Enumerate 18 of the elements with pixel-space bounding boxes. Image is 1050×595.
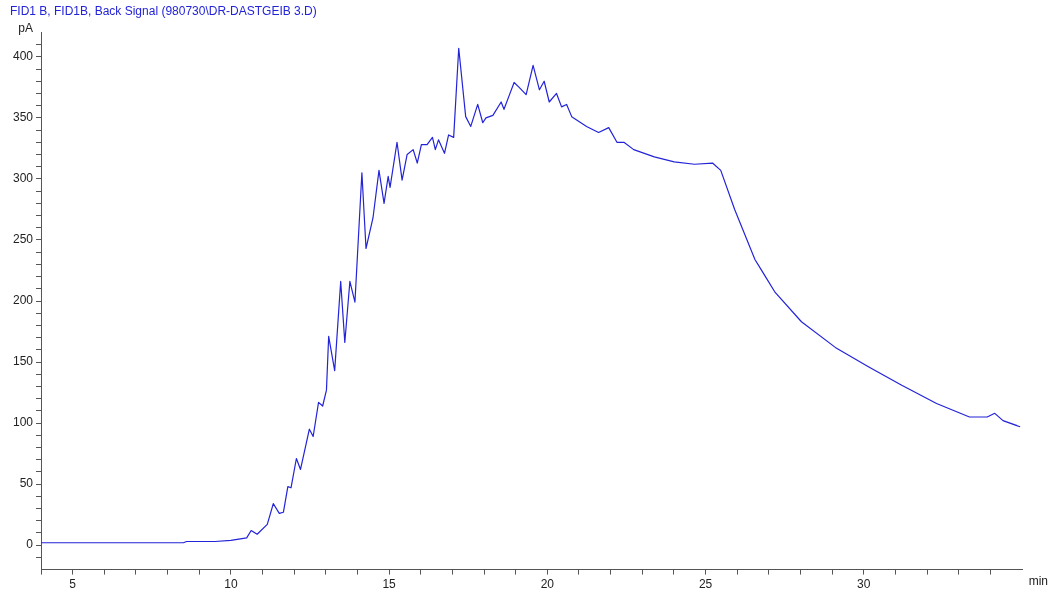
x-axis-title: min	[1028, 573, 1048, 588]
y-tick-label: 250	[12, 232, 34, 247]
y-tick-label: 100	[12, 415, 34, 430]
x-tick-label: 15	[382, 577, 397, 592]
x-tick-label: 20	[540, 577, 555, 592]
y-tick-label: 350	[12, 110, 34, 125]
y-tick-label: 50	[19, 476, 34, 491]
y-tick-label: 200	[12, 293, 34, 308]
y-tick-label: 0	[26, 537, 34, 552]
y-tick-label: 400	[12, 49, 34, 64]
y-tick-label: 300	[12, 171, 34, 186]
x-tick-label: 25	[698, 577, 713, 592]
x-tick-label: 5	[69, 577, 77, 592]
x-tick-label: 10	[224, 577, 238, 592]
y-axis-title: pA	[18, 20, 34, 35]
y-tick-label: 150	[12, 354, 34, 369]
x-tick-label: 30	[857, 577, 871, 592]
chart-title: FID1 B, FID1B, Back Signal (980730\DR-DASTGEIB 3.D)	[10, 3, 317, 18]
